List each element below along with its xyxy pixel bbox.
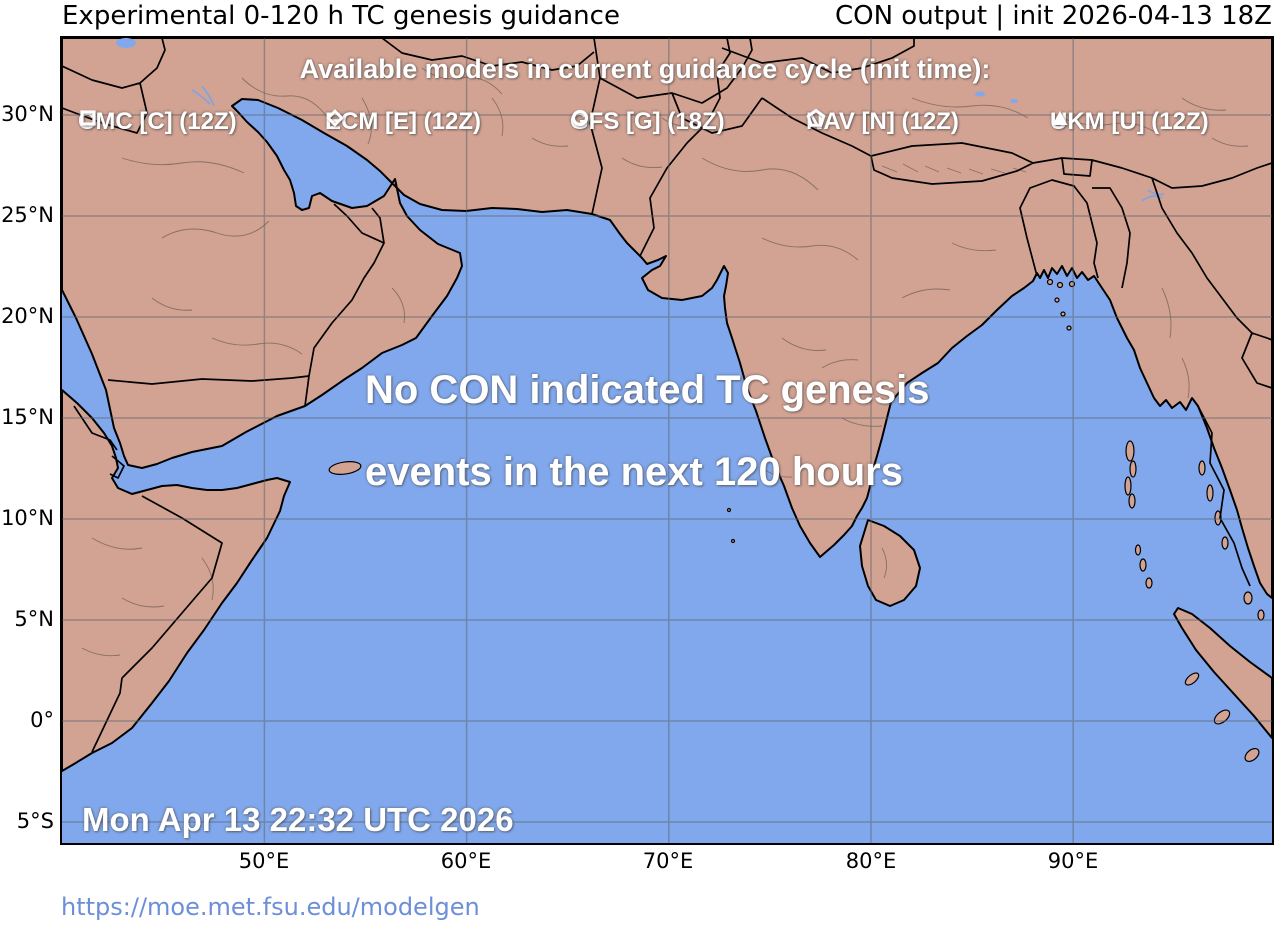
no-genesis-message-line2: events in the next 120 hours [365,450,903,494]
map-canvas: Available models in current guidance cyc… [60,36,1274,845]
lat-tick-label: 10°N [1,506,54,530]
source-url: https://moe.met.fsu.edu/modelgen [61,893,480,921]
lon-tick-label: 60°E [440,849,492,873]
landmass-africa [62,389,291,772]
rivers [191,85,1165,202]
pentagon-icon [806,108,826,127]
no-genesis-message-line1: No CON indicated TC genesis [365,368,930,412]
basemap [62,38,1272,843]
lat-tick-label: 0° [30,708,54,732]
country-borders [62,38,1272,753]
init-time-title: CON output | init 2026-04-13 18Z [834,1,1272,31]
legend-item-nav: NAV [N] (12Z) [806,108,959,136]
valid-timestamp: Mon Apr 13 22:32 UTC 2026 [82,801,514,838]
lakes [116,38,1018,185]
lon-tick-label: 50°E [238,849,290,873]
small-islands [328,278,1265,763]
lat-tick-label: 5°N [14,607,54,631]
legend-label: ECM [E] (12Z) [325,108,481,135]
legend-label: GFS [G] (18Z) [570,108,725,135]
legend-item-cmc: CMC [C] (12Z) [78,108,237,136]
landmass-asia [62,38,1272,599]
legend-item-ukm: UKM [U] (12Z) [1050,108,1209,136]
circle-icon [571,109,589,127]
lon-tick-label: 90°E [1047,849,1099,873]
triangle-icon [1052,111,1068,125]
lat-tick-label: 20°N [1,304,54,328]
legend-item-ecm: ECM [E] (12Z) [325,108,481,136]
square-icon [80,110,96,126]
diamond-icon [326,109,344,127]
lat-tick-label: 5°S [16,809,54,833]
lon-tick-label: 70°E [642,849,694,873]
page-title: Experimental 0-120 h TC genesis guidance [62,1,620,31]
legend-label: CMC [C] (12Z) [78,108,237,135]
legend-label: NAV [N] (12Z) [806,108,959,135]
graticule [62,38,1272,843]
legend-item-gfs: GFS [G] (18Z) [570,108,725,136]
island-sumatra [1173,607,1272,739]
lat-tick-label: 25°N [1,203,54,227]
lat-tick-label: 30°N [1,102,54,126]
lon-tick-label: 80°E [845,849,897,873]
legend-heading: Available models in current guidance cyc… [299,54,991,84]
island-sri-lanka [859,519,921,607]
lat-tick-label: 15°N [1,405,54,429]
legend-label: UKM [U] (12Z) [1050,108,1209,135]
